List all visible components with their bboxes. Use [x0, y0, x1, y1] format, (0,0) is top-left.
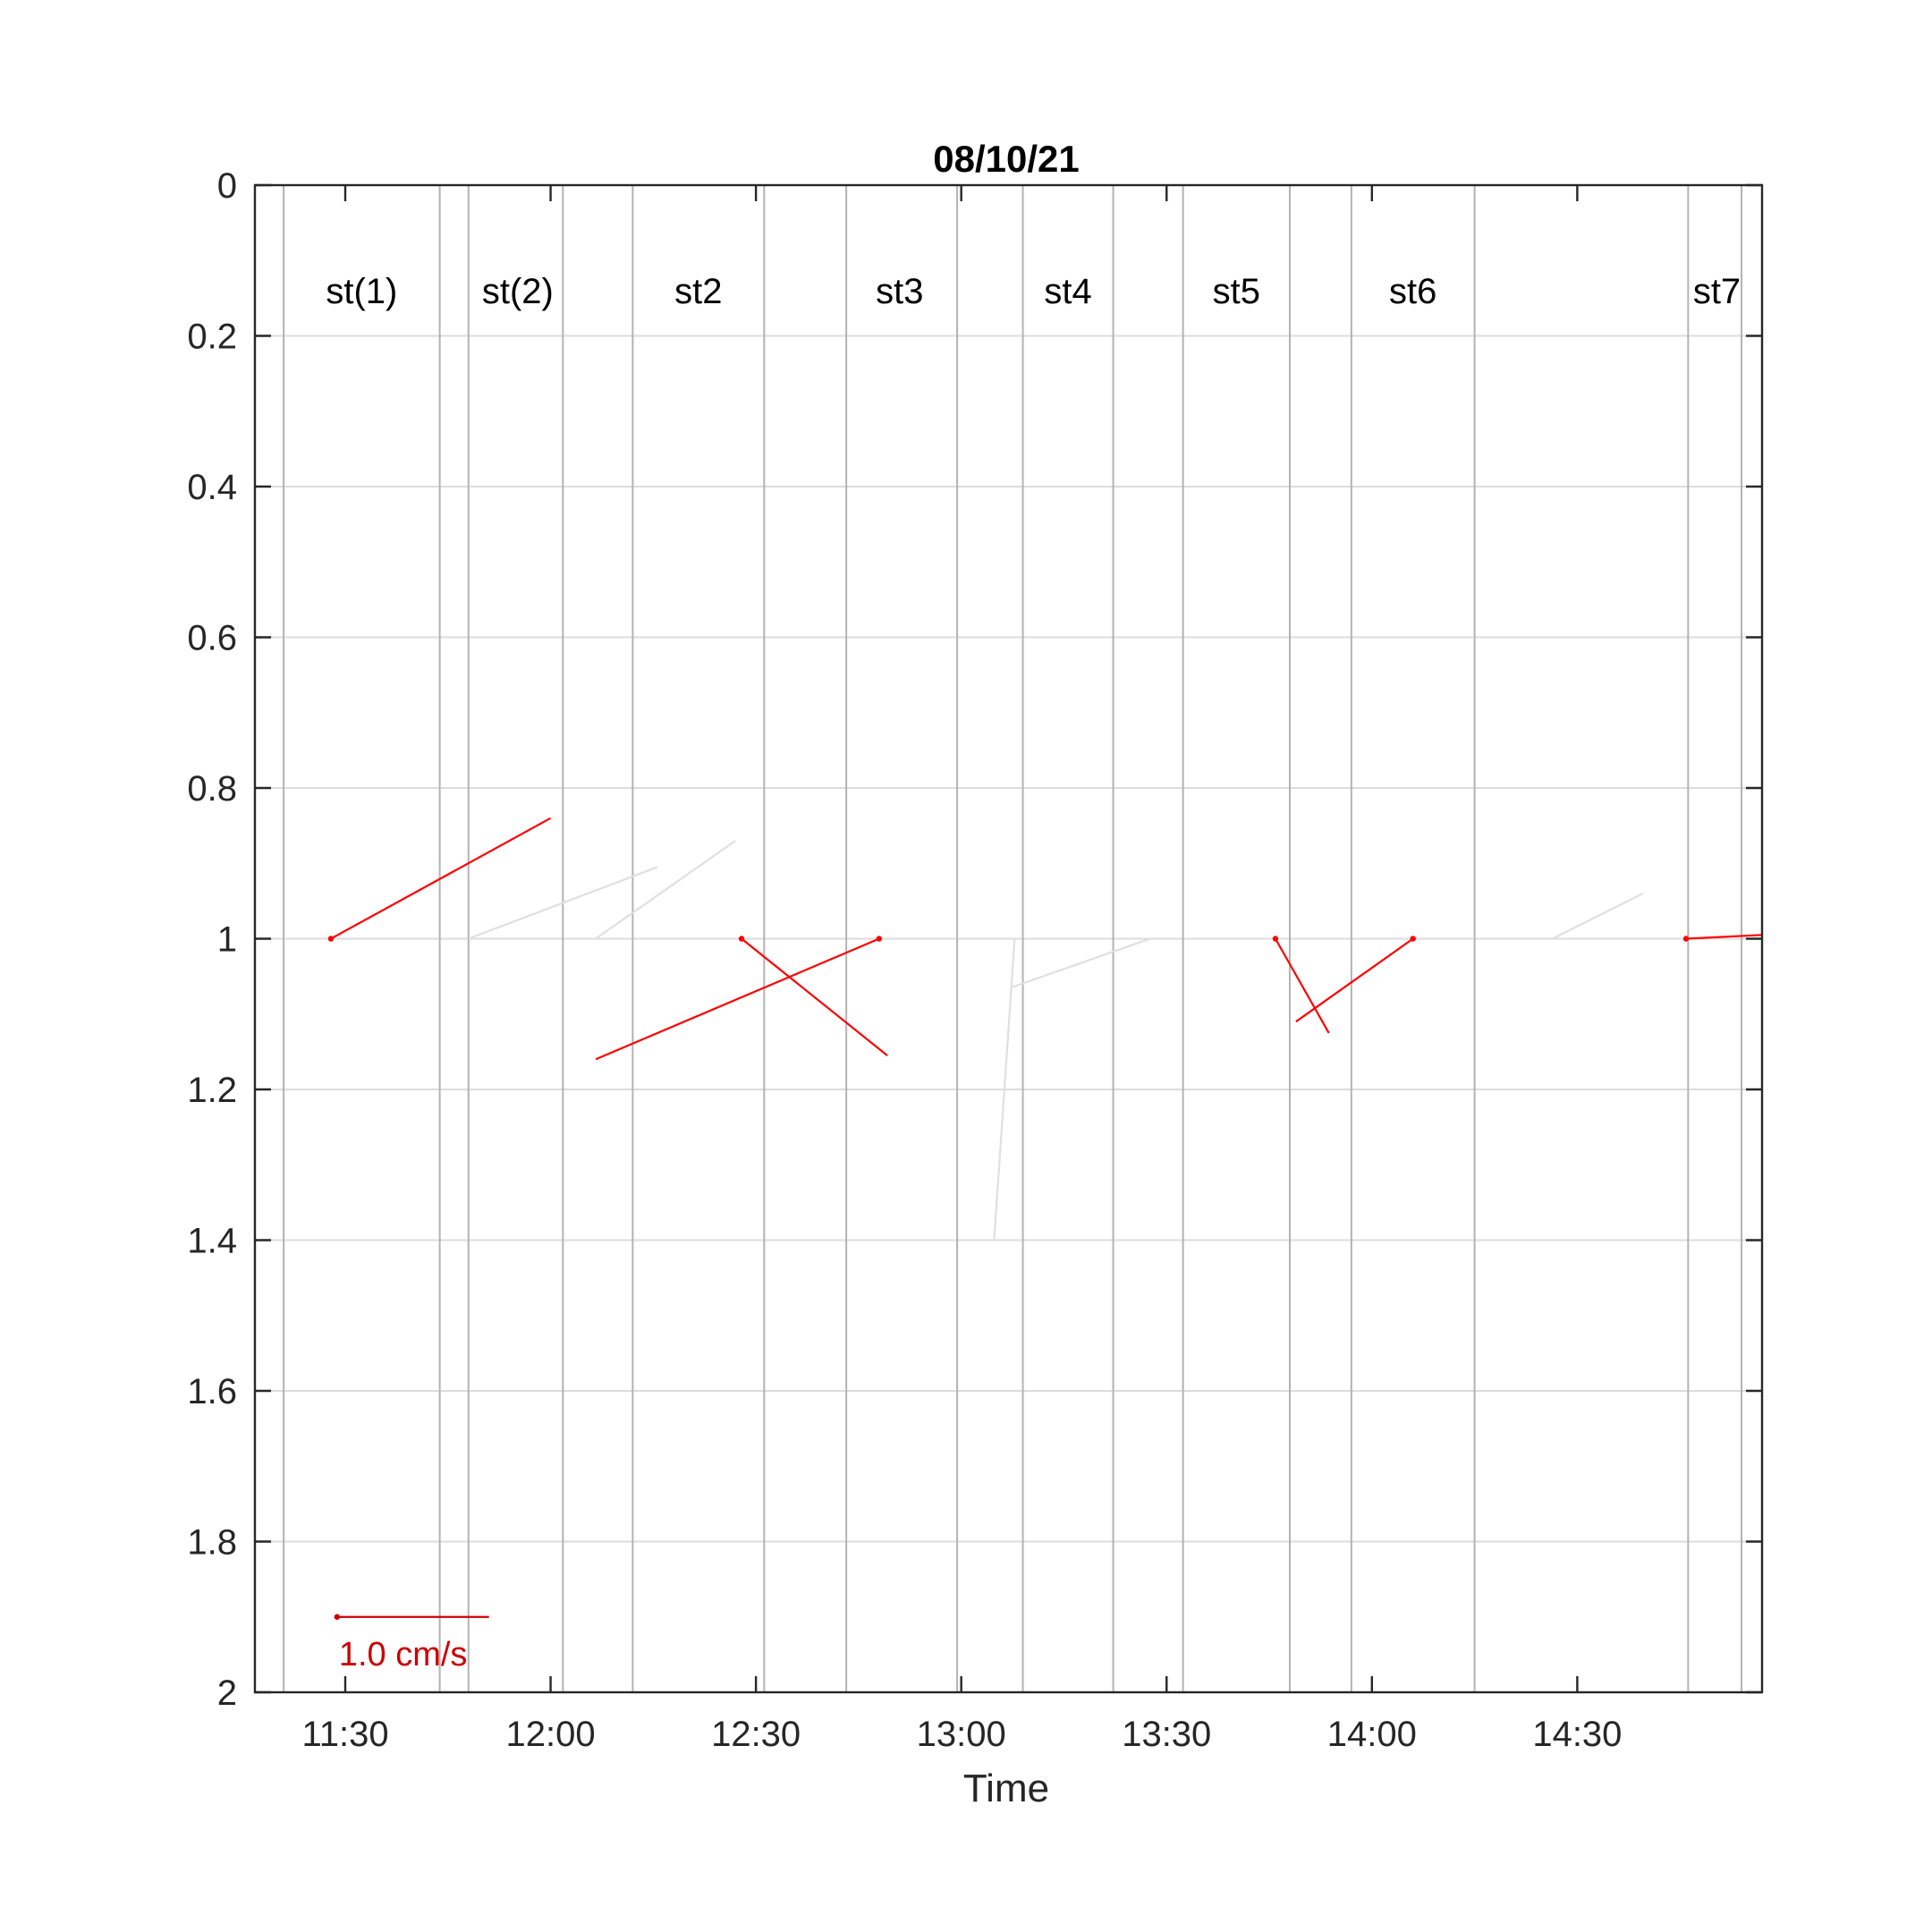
vector-origin-point — [1410, 936, 1416, 942]
y-tick-label: 0.6 — [187, 619, 237, 658]
station-label: st6 — [1389, 272, 1436, 311]
y-tick-label: 0.8 — [187, 769, 237, 809]
current-vector — [1274, 937, 1330, 1034]
y-tick-label: 0.2 — [187, 318, 237, 357]
y-tick-label: 1 — [217, 920, 237, 960]
scale-arrow: 1.0 cm/s — [334, 1614, 489, 1674]
current-vector — [1686, 934, 1763, 940]
current-vector — [993, 938, 1016, 1241]
vector-origin-point — [738, 936, 745, 942]
station-label: st(1) — [326, 272, 397, 311]
y-tick-label: 1.6 — [187, 1372, 237, 1411]
y-tick-label: 0 — [217, 166, 237, 206]
scale-label: 1.0 cm/s — [339, 1636, 468, 1674]
vector-origin-point — [1682, 936, 1690, 942]
current-vector — [595, 937, 880, 1061]
x-tick-label: 12:30 — [711, 1715, 801, 1754]
vector-origin-point — [1272, 936, 1279, 942]
y-tick-label: 1.2 — [187, 1071, 237, 1110]
vector-layer — [327, 817, 1763, 1241]
vector-origin-point — [876, 936, 883, 942]
x-axis-title: Time — [963, 1767, 1049, 1810]
current-vector — [741, 937, 888, 1056]
current-vector — [468, 866, 658, 940]
station-label: st3 — [876, 272, 923, 311]
x-tick-label: 11:30 — [301, 1715, 388, 1754]
x-tick-label: 12:00 — [506, 1715, 596, 1754]
x-tick-label: 14:30 — [1532, 1715, 1622, 1754]
x-tick-label: 13:30 — [1122, 1715, 1211, 1754]
current-vector — [595, 840, 736, 940]
vector-origin-point — [327, 936, 335, 942]
x-tick-label: 14:00 — [1327, 1715, 1417, 1754]
y-tick-label: 2 — [217, 1674, 237, 1713]
station-label: st7 — [1693, 272, 1741, 311]
y-tick-label: 1.4 — [187, 1222, 237, 1261]
current-vector — [1295, 937, 1414, 1023]
current-vector — [1552, 892, 1644, 940]
current-vector — [1010, 937, 1151, 989]
station-label: st(2) — [482, 272, 554, 311]
station-label: st4 — [1044, 272, 1091, 311]
y-tick-label: 1.8 — [187, 1523, 237, 1563]
current-vector — [330, 817, 552, 940]
y-tick-label: 0.4 — [187, 468, 237, 507]
chart-title: 08/10/21 — [933, 138, 1080, 180]
station-label: st2 — [674, 272, 722, 311]
station-labels: st(1) st(2) st2 st3 st4 st5 st6 st7 — [326, 272, 1741, 311]
tick-layer: 0 0.2 0.4 0.6 0.8 1 1.2 1.4 1.6 1.8 2 11:30 12:00 12:… — [187, 166, 1762, 1754]
station-label: st5 — [1213, 272, 1260, 311]
x-tick-label: 13:00 — [917, 1715, 1006, 1754]
scale-arrow-origin — [334, 1614, 341, 1620]
